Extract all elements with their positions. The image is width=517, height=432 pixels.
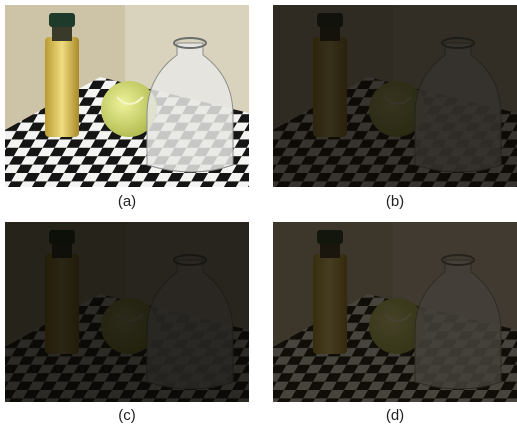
panel-d: (d) — [273, 222, 517, 424]
panel-b: (b) — [273, 5, 517, 210]
photo — [5, 5, 249, 187]
panel-a: (a) — [5, 5, 249, 210]
panel-label: (a) — [118, 193, 136, 210]
panel-c: (c) — [5, 222, 249, 424]
figure: (a) (b) (c) (d) — [0, 0, 517, 432]
panel-label: (d) — [386, 407, 404, 424]
photo — [273, 5, 517, 187]
panel-label: (b) — [386, 193, 404, 210]
panel-label: (c) — [118, 407, 136, 424]
photo — [273, 222, 517, 404]
photo — [5, 222, 249, 404]
